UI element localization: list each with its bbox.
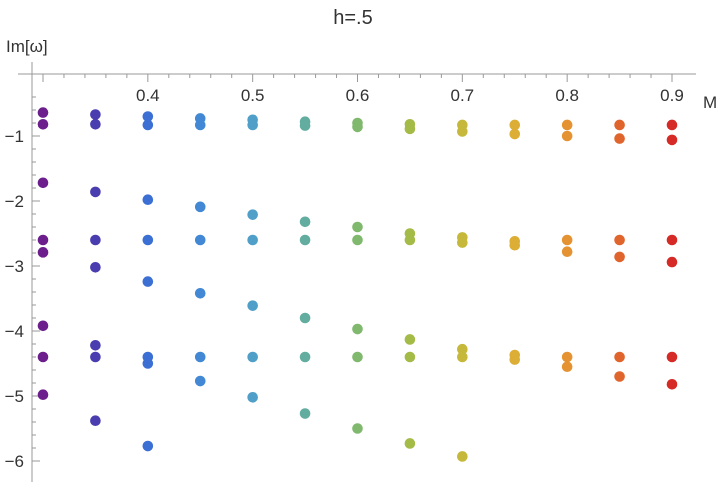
x-tick-label: 0.4: [136, 86, 160, 105]
data-point: [352, 423, 363, 434]
data-point: [352, 221, 363, 233]
data-point: [90, 186, 101, 198]
data-point: [142, 234, 154, 246]
data-point: [509, 354, 521, 365]
x-ticks: 0.4 0.5 0.6 0.7 0.8 0.9: [42, 74, 684, 105]
data-point: [142, 358, 154, 369]
data-point: [561, 234, 573, 246]
y-tick-label: −2: [5, 192, 24, 211]
data-point: [90, 119, 101, 130]
chart-title: h=.5: [333, 7, 372, 29]
data-point: [561, 130, 573, 142]
data-point: [352, 351, 363, 363]
data-point: [457, 451, 468, 462]
data-point: [509, 128, 521, 140]
data-point: [142, 440, 154, 452]
data-point: [614, 119, 625, 131]
data-point: [614, 251, 625, 263]
x-tick-label: 0.9: [660, 86, 684, 105]
x-tick-label: 0.7: [451, 86, 475, 105]
data-point: [194, 375, 206, 387]
data-point: [90, 351, 101, 363]
data-point: [37, 389, 49, 401]
data-point: [194, 234, 206, 246]
data-point: [561, 119, 573, 131]
data-point: [247, 392, 258, 403]
data-point: [404, 351, 416, 363]
data-point: [142, 119, 154, 131]
x-axis-label: M: [703, 93, 717, 112]
data-point: [457, 343, 468, 355]
data-point: [509, 119, 521, 131]
y-tick-label: −1: [5, 127, 24, 146]
data-point: [352, 323, 363, 335]
data-point: [666, 379, 678, 390]
data-point: [614, 351, 625, 363]
data-points: [37, 107, 678, 462]
data-point: [404, 234, 416, 246]
data-point: [299, 408, 311, 419]
data-point: [666, 134, 678, 146]
data-point: [666, 256, 678, 268]
data-point: [561, 246, 573, 257]
data-point: [666, 351, 678, 363]
x-tick-label: 0.5: [241, 86, 265, 105]
data-point: [247, 351, 258, 363]
data-point: [614, 371, 625, 382]
data-point: [404, 334, 416, 345]
data-point: [404, 123, 416, 135]
y-tick-label: −5: [5, 387, 24, 406]
data-point: [299, 216, 311, 228]
data-point: [90, 234, 101, 246]
data-point: [37, 119, 49, 130]
data-point: [561, 361, 573, 373]
data-point: [37, 107, 49, 118]
data-point: [352, 234, 363, 246]
data-point: [299, 351, 311, 363]
data-point: [299, 234, 311, 246]
data-point: [404, 438, 416, 449]
data-point: [614, 234, 625, 246]
data-point: [90, 109, 101, 120]
data-point: [457, 126, 468, 137]
data-point: [194, 119, 206, 131]
y-tick-label: −3: [5, 257, 24, 276]
data-point: [666, 119, 678, 131]
data-point: [37, 234, 49, 246]
y-ticks: −1 −2 −3 −4 −5 −6: [5, 96, 40, 471]
data-point: [457, 351, 468, 363]
data-point: [37, 351, 49, 363]
y-axis-label: Im[ω]: [6, 37, 48, 56]
x-tick-label: 0.8: [555, 86, 579, 105]
data-point: [247, 234, 258, 246]
y-tick-label: −6: [5, 452, 24, 471]
data-point: [247, 209, 258, 220]
data-point: [37, 247, 49, 258]
data-point: [247, 119, 258, 131]
data-point: [142, 276, 154, 287]
data-point: [90, 262, 101, 273]
data-point: [247, 300, 258, 311]
data-point: [142, 111, 154, 122]
data-point: [142, 194, 154, 205]
data-point: [194, 288, 206, 299]
data-point: [90, 415, 101, 427]
data-point: [194, 201, 206, 213]
data-point: [194, 351, 206, 363]
data-point: [561, 351, 573, 363]
data-point: [352, 121, 363, 133]
data-point: [666, 234, 678, 246]
y-tick-label: −4: [5, 322, 24, 341]
data-point: [37, 177, 49, 189]
data-point: [37, 320, 49, 332]
data-point: [90, 340, 101, 351]
data-point: [509, 239, 521, 251]
x-tick-label: 0.6: [346, 86, 370, 105]
data-point: [457, 237, 468, 248]
data-point: [614, 133, 625, 144]
data-point: [299, 312, 311, 324]
data-point: [299, 120, 311, 131]
